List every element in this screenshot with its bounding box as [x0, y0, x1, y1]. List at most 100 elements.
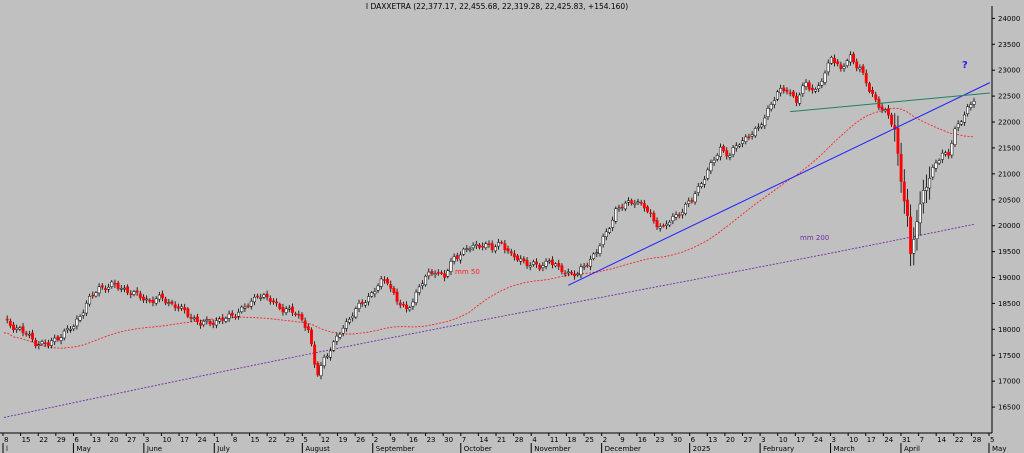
candle-body	[56, 336, 60, 341]
candle-body	[769, 104, 773, 110]
candle-body	[354, 308, 358, 318]
candle-body	[468, 248, 472, 251]
candle-body	[338, 334, 342, 338]
candle-body	[227, 313, 231, 319]
x-day-label: 7	[920, 436, 924, 444]
candle-body	[157, 294, 161, 300]
candle-body	[963, 114, 966, 123]
candle-body	[642, 203, 646, 209]
x-day-label: 17	[867, 436, 876, 444]
candle-body	[154, 298, 158, 304]
candle-body	[27, 333, 31, 336]
y-tick-label: 18000	[998, 326, 1020, 334]
candle-body	[351, 315, 355, 319]
y-tick-label: 22500	[998, 93, 1020, 101]
mm200-line	[3, 223, 975, 418]
candle-body	[329, 350, 332, 358]
candle-body	[566, 271, 570, 274]
x-day-label: 27	[744, 436, 753, 444]
y-tick-label: 22000	[998, 119, 1020, 127]
candle-body	[31, 332, 34, 340]
candle-body	[116, 282, 120, 289]
candle-body	[382, 279, 386, 281]
candle-body	[487, 243, 491, 245]
candle-body	[871, 89, 875, 94]
x-day-label: 6	[74, 436, 79, 444]
candle-body	[43, 342, 47, 345]
x-day-label: 5	[303, 436, 307, 444]
candle-body	[617, 207, 621, 210]
candle-body	[544, 260, 548, 267]
x-day-label: 10	[779, 436, 788, 444]
neckline	[790, 92, 990, 113]
candle-body	[950, 143, 954, 156]
candle-body	[852, 53, 856, 63]
candle-body	[240, 306, 244, 313]
candle-body	[725, 150, 729, 157]
candle-body	[103, 288, 107, 291]
candle-body	[909, 216, 913, 254]
candle-body	[88, 296, 92, 305]
candle-body	[262, 294, 266, 298]
x-month-label: September	[376, 445, 415, 453]
x-day-label: 23	[655, 436, 664, 444]
candle-body	[294, 313, 298, 316]
candle-body	[848, 54, 852, 63]
candle-body	[75, 318, 79, 327]
candle-body	[275, 301, 279, 304]
candle-body	[601, 236, 605, 245]
candle-body	[490, 243, 494, 250]
x-day-label: 22	[268, 436, 277, 444]
candle-body	[633, 203, 637, 205]
candle-body	[820, 81, 824, 86]
y-tick-label: 21500	[998, 144, 1020, 152]
y-tick-label: 23500	[998, 41, 1020, 49]
y-tick-label: 20000	[998, 222, 1020, 230]
candle-body	[639, 202, 643, 204]
candle-body	[687, 200, 691, 204]
x-day-label: 22	[955, 436, 964, 444]
x-day-label: 19	[339, 436, 348, 444]
candle-body	[256, 295, 260, 298]
candle-body	[164, 298, 168, 304]
candle-body	[776, 91, 779, 100]
x-day-label: 28	[972, 436, 981, 444]
y-tick-label: 19000	[998, 274, 1020, 282]
candle-body	[522, 258, 526, 262]
candle-body	[69, 329, 73, 331]
candle-body	[34, 340, 38, 347]
candle-body	[763, 117, 767, 127]
candle-body	[452, 256, 456, 262]
chart-title: I DAXXETRA (22,377.17, 22,455.68, 22,319…	[366, 2, 628, 11]
candle-body	[592, 253, 596, 259]
x-day-label: 1	[215, 436, 219, 444]
mm50-layer	[3, 107, 975, 349]
candle-body	[525, 259, 529, 266]
candle-body	[677, 214, 681, 217]
candle-body	[430, 271, 434, 274]
x-day-label: 11	[550, 436, 559, 444]
candle-body	[183, 307, 187, 311]
candle-body	[46, 342, 50, 346]
candle-body	[772, 100, 776, 105]
candle-body	[531, 261, 535, 265]
candle-body	[779, 87, 783, 94]
candle-body	[59, 337, 63, 341]
x-day-label: 22	[39, 436, 48, 444]
x-month-label: May	[992, 445, 1006, 453]
candle-body	[237, 311, 241, 317]
candle-body	[214, 320, 218, 326]
y-tick-label: 23000	[998, 67, 1020, 75]
candle-body	[690, 200, 694, 202]
candle-body	[265, 293, 269, 298]
candle-body	[424, 276, 428, 286]
candle-body	[858, 67, 862, 70]
candle-body	[440, 272, 443, 274]
candle-body	[230, 312, 234, 316]
candle-body	[855, 61, 859, 69]
candle-body	[969, 104, 973, 108]
candle-body	[503, 243, 507, 251]
candle-body	[129, 293, 133, 295]
candle-body	[8, 320, 12, 326]
